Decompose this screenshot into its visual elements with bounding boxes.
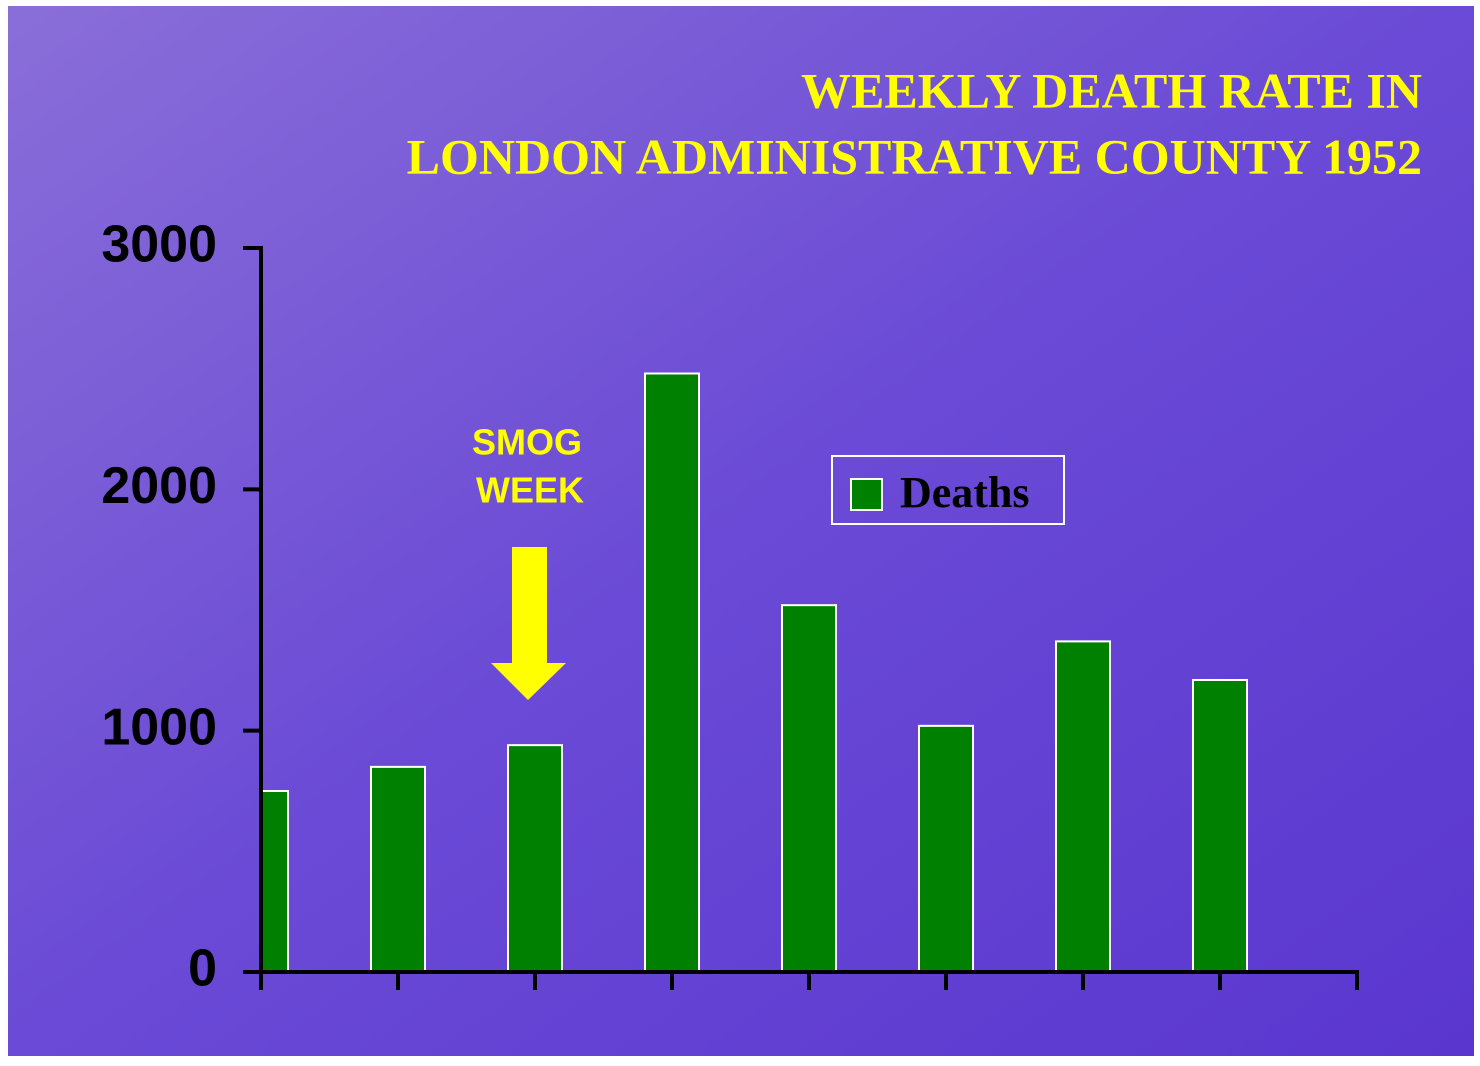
bar [781,604,837,972]
annotation: WEEK [476,470,584,511]
y-tick-label: 2000 [101,457,217,515]
bar [1055,640,1111,972]
legend-label: Deaths [900,468,1030,517]
chart-title: LONDON ADMINISTRATIVE COUNTY 1952 [407,128,1422,184]
arrow [491,547,566,700]
x-ticks [259,972,1359,990]
axes [243,246,1359,974]
bar [1192,678,1248,972]
legend-box [831,455,1065,525]
bar [370,765,426,972]
bars [261,372,1248,972]
bar [261,790,289,972]
legend-swatch [850,478,883,511]
y-tick-label: 3000 [101,216,217,274]
y-tick-label: 0 [188,940,217,998]
bar [918,724,974,972]
bar [644,372,700,972]
chart-title: WEEKLY DEATH RATE IN [801,62,1422,118]
y-tick-label: 1000 [101,698,217,756]
annotation: SMOG [472,422,582,463]
bar [507,744,563,972]
